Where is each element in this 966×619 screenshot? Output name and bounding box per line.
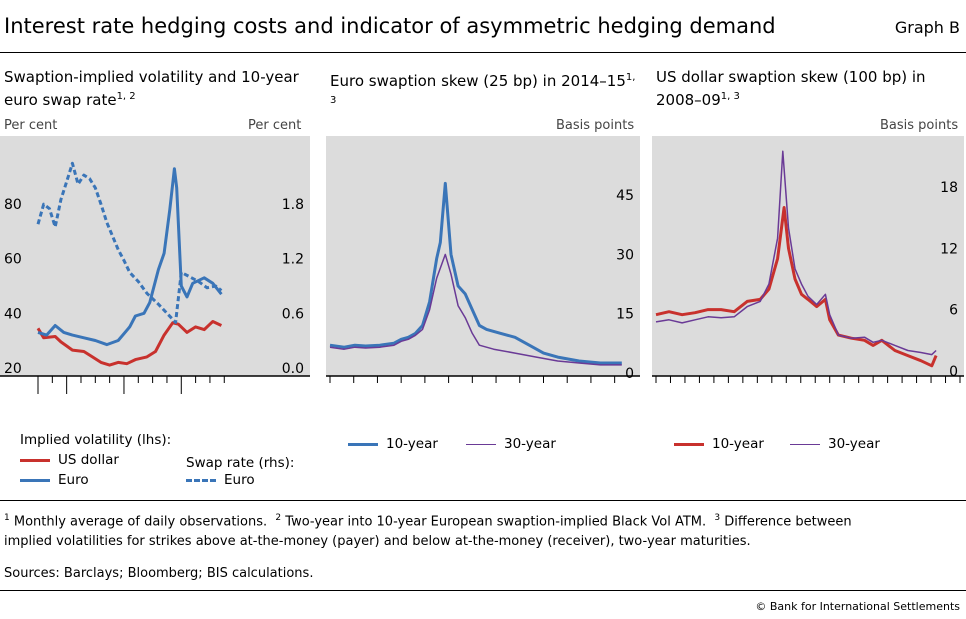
p3-series-10y [655, 206, 938, 368]
p3-series-30y [655, 150, 937, 356]
legend-swatch-euro-swap [186, 478, 216, 482]
panel1-unit-right: Per cent [248, 118, 302, 133]
legend-p2-30y: 30-year [466, 436, 556, 452]
p1-ytick-left-2: 60 [4, 252, 22, 268]
legend-swatch-euro-vol [20, 478, 50, 482]
p1-series-euro-swap [36, 161, 223, 324]
p3-ytick-3: 18 [940, 180, 958, 196]
footnotes: 1 Monthly average of daily observations.… [4, 513, 852, 550]
p1-ytick-left-3: 80 [4, 197, 22, 213]
p1-series-euro-vol [37, 167, 223, 347]
p2-ytick-1: 15 [616, 307, 634, 323]
sources: Sources: Barclays; Bloomberg; BIS calcul… [4, 566, 314, 581]
p1-ytick-right-2: 1.2 [282, 252, 304, 268]
p1-ytick-right-0: 0.0 [282, 361, 304, 377]
p3-ytick-1: 6 [949, 303, 958, 319]
p2-ytick-3: 45 [616, 188, 634, 204]
legend-swatch-p2-30y [466, 443, 496, 445]
panel2-svg: 0153045Q4 14Q1 15Q2 15Q3 15 [326, 181, 640, 422]
p2-ytick-0: 0 [625, 366, 634, 382]
panel2-plot: 0153045Q4 14Q1 15Q2 15Q3 15 [326, 136, 640, 422]
legend-p3-30y: 30-year [790, 436, 880, 452]
p1-ytick-right-3: 1.8 [282, 197, 304, 213]
p1-ytick-left-0: 20 [4, 361, 22, 377]
p3-ytick-2: 12 [940, 241, 958, 257]
legend-left-heading: Implied volatility (lhs): [20, 432, 172, 448]
p3-ytick-0: 0 [949, 364, 958, 380]
legend-p3-10y: 10-year [674, 436, 764, 452]
bottom-rule [0, 590, 966, 591]
p1-ytick-right-1: 0.6 [282, 306, 304, 322]
copyright: © Bank for International Settlements [755, 600, 960, 613]
panel3-plot: 061218Q2 08Q4 08Q2 09Q4 09 [652, 136, 964, 422]
panel3-title: US dollar swaption skew (100 bp) in 2008… [656, 68, 926, 109]
legend-swatch-usd [20, 458, 50, 462]
panel1-unit-left: Per cent [4, 118, 58, 133]
top-rule [0, 52, 966, 53]
p2-series-10y [329, 181, 622, 365]
legend-swatch-p2-10y [348, 442, 378, 446]
legend-item-euro-swap: Euro [186, 472, 255, 488]
footnote-rule [0, 500, 966, 501]
legend-right-heading: Swap rate (rhs): [186, 455, 295, 471]
panel3-svg: 061218Q2 08Q4 08Q2 09Q4 09 [652, 150, 964, 422]
p1-ytick-left-1: 40 [4, 306, 22, 322]
graph-label: Graph B [894, 18, 960, 37]
chart-title: Interest rate hedging costs and indicato… [4, 14, 776, 38]
legend-swatch-p3-30y [790, 443, 820, 445]
p2-ytick-2: 30 [616, 247, 634, 263]
legend-swatch-p3-10y [674, 442, 704, 446]
p2-axis-band [326, 376, 640, 408]
p2-series-30y [329, 253, 622, 366]
legend-item-euro-vol: Euro [20, 472, 89, 488]
legend-p2-10y: 10-year [348, 436, 438, 452]
panel3-unit-right: Basis points [880, 118, 959, 133]
p1-series-usd [36, 320, 223, 367]
panel1-title: Swaption-implied volatility and 10-year … [4, 68, 299, 109]
p3-axis-band [652, 376, 964, 408]
panel2-title: Euro swaption skew (25 bp) in 2014–151, … [330, 72, 636, 106]
p1-axis-band [0, 376, 310, 408]
panel2-unit-right: Basis points [556, 118, 635, 133]
legend-item-usd: US dollar [20, 452, 119, 468]
